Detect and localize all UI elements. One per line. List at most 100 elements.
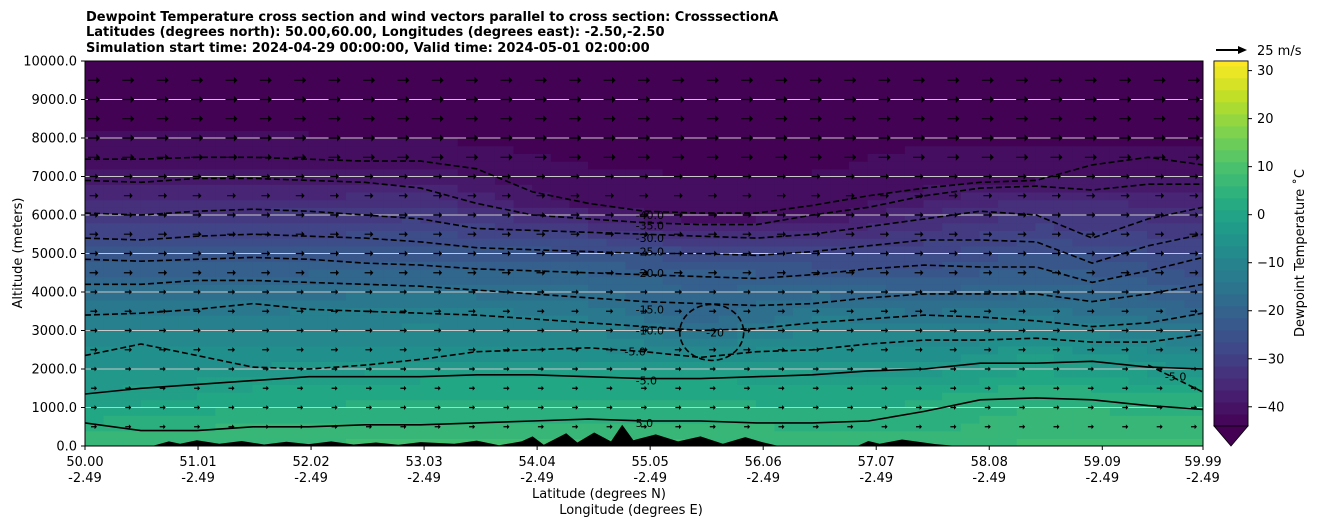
field-cell [345,384,366,393]
field-cell [1091,345,1111,355]
field-cell [345,76,366,85]
field-cell [923,292,943,301]
field-cell [867,191,887,201]
field-cell [122,222,142,231]
wind-arrow [744,405,751,410]
field-cell [662,91,682,101]
field-cell [550,107,571,116]
field-cell [904,376,925,385]
field-cell [606,407,626,416]
field-cell [1147,238,1167,247]
wind-arrow [156,115,169,123]
field-cell [345,122,366,131]
field-cell [159,230,179,239]
field-cell [122,122,142,131]
colorbar-tick-label: −40 [1257,400,1284,415]
field-cell [681,276,701,285]
field-cell [513,369,533,378]
field-cell [1053,353,1074,362]
field-cell [1184,168,1203,178]
field-cell [401,399,421,409]
field-cell [1109,68,1130,77]
field-cell [215,415,235,424]
field-cell [234,114,254,124]
field-cell [662,76,682,85]
field-cell [364,322,384,332]
field-cell [1128,238,1148,247]
field-cell [793,353,813,362]
wind-arrow [812,289,820,295]
field-cell [625,284,645,293]
colorbar-band [1214,65,1248,79]
field-cell [1053,415,1074,424]
field-cell [848,207,869,216]
field-cell [979,438,999,446]
field-cell [271,138,291,147]
wind-arrow [949,250,958,257]
field-cell [439,430,459,439]
field-cell [625,384,645,393]
field-cell [345,130,366,139]
field-cell [737,299,757,308]
contour-label: -20 [706,326,724,339]
field-cell [998,184,1018,193]
field-cell [960,176,980,185]
field-cell [998,276,1018,285]
wind-arrow [159,289,167,295]
field-cell [85,122,105,131]
field-cell [532,292,552,301]
field-cell [755,99,776,108]
colorbar-band [1214,305,1248,319]
y-tick-label: 0.0 [56,440,77,455]
field-cell [289,145,310,154]
field-cell [1165,292,1185,301]
wind-arrow [1190,289,1198,295]
field-cell [252,138,272,147]
x-tick-label-lon: -2.49 [1085,471,1119,486]
field-cell [364,376,384,385]
field-cell [848,407,869,416]
field-cell [1147,138,1167,147]
field-cell [774,322,794,332]
wind-arrow [468,308,476,314]
field-cell [85,245,105,255]
field-cell [345,107,366,116]
wind-arrow [1188,76,1200,84]
field-cell [904,145,925,154]
field-cell [904,422,925,432]
field-cell [904,430,925,439]
field-cell [550,222,571,231]
field-cell [1165,430,1185,439]
wind-arrow [158,231,168,238]
field-cell [960,369,980,378]
wind-arrow [1120,173,1130,180]
field-cell [1165,361,1185,370]
field-cell [420,114,440,124]
field-cell [85,253,105,262]
field-cell [252,384,272,393]
field-cell [774,392,794,401]
field-cell [159,384,179,393]
field-cell [1128,222,1148,231]
field-cell [755,107,776,116]
field-cell [345,299,366,308]
field-cell [1035,76,1055,85]
field-cell [1016,222,1036,231]
field-cell [271,407,291,416]
field-cell [1184,361,1203,370]
field-cell [420,191,440,201]
field-cell [960,415,980,424]
field-cell [793,276,813,285]
wind-arrow [399,192,408,199]
field-cell [718,145,738,154]
field-cell [85,161,105,170]
field-cell [234,84,254,93]
wind-arrow [1119,134,1132,142]
wind-arrow [225,134,238,142]
field-cell [755,369,776,378]
wind-arrow [777,212,786,218]
wind-arrow [88,76,100,84]
field-cell [811,369,831,378]
field-cell [1072,138,1092,147]
field-cell [793,91,813,101]
